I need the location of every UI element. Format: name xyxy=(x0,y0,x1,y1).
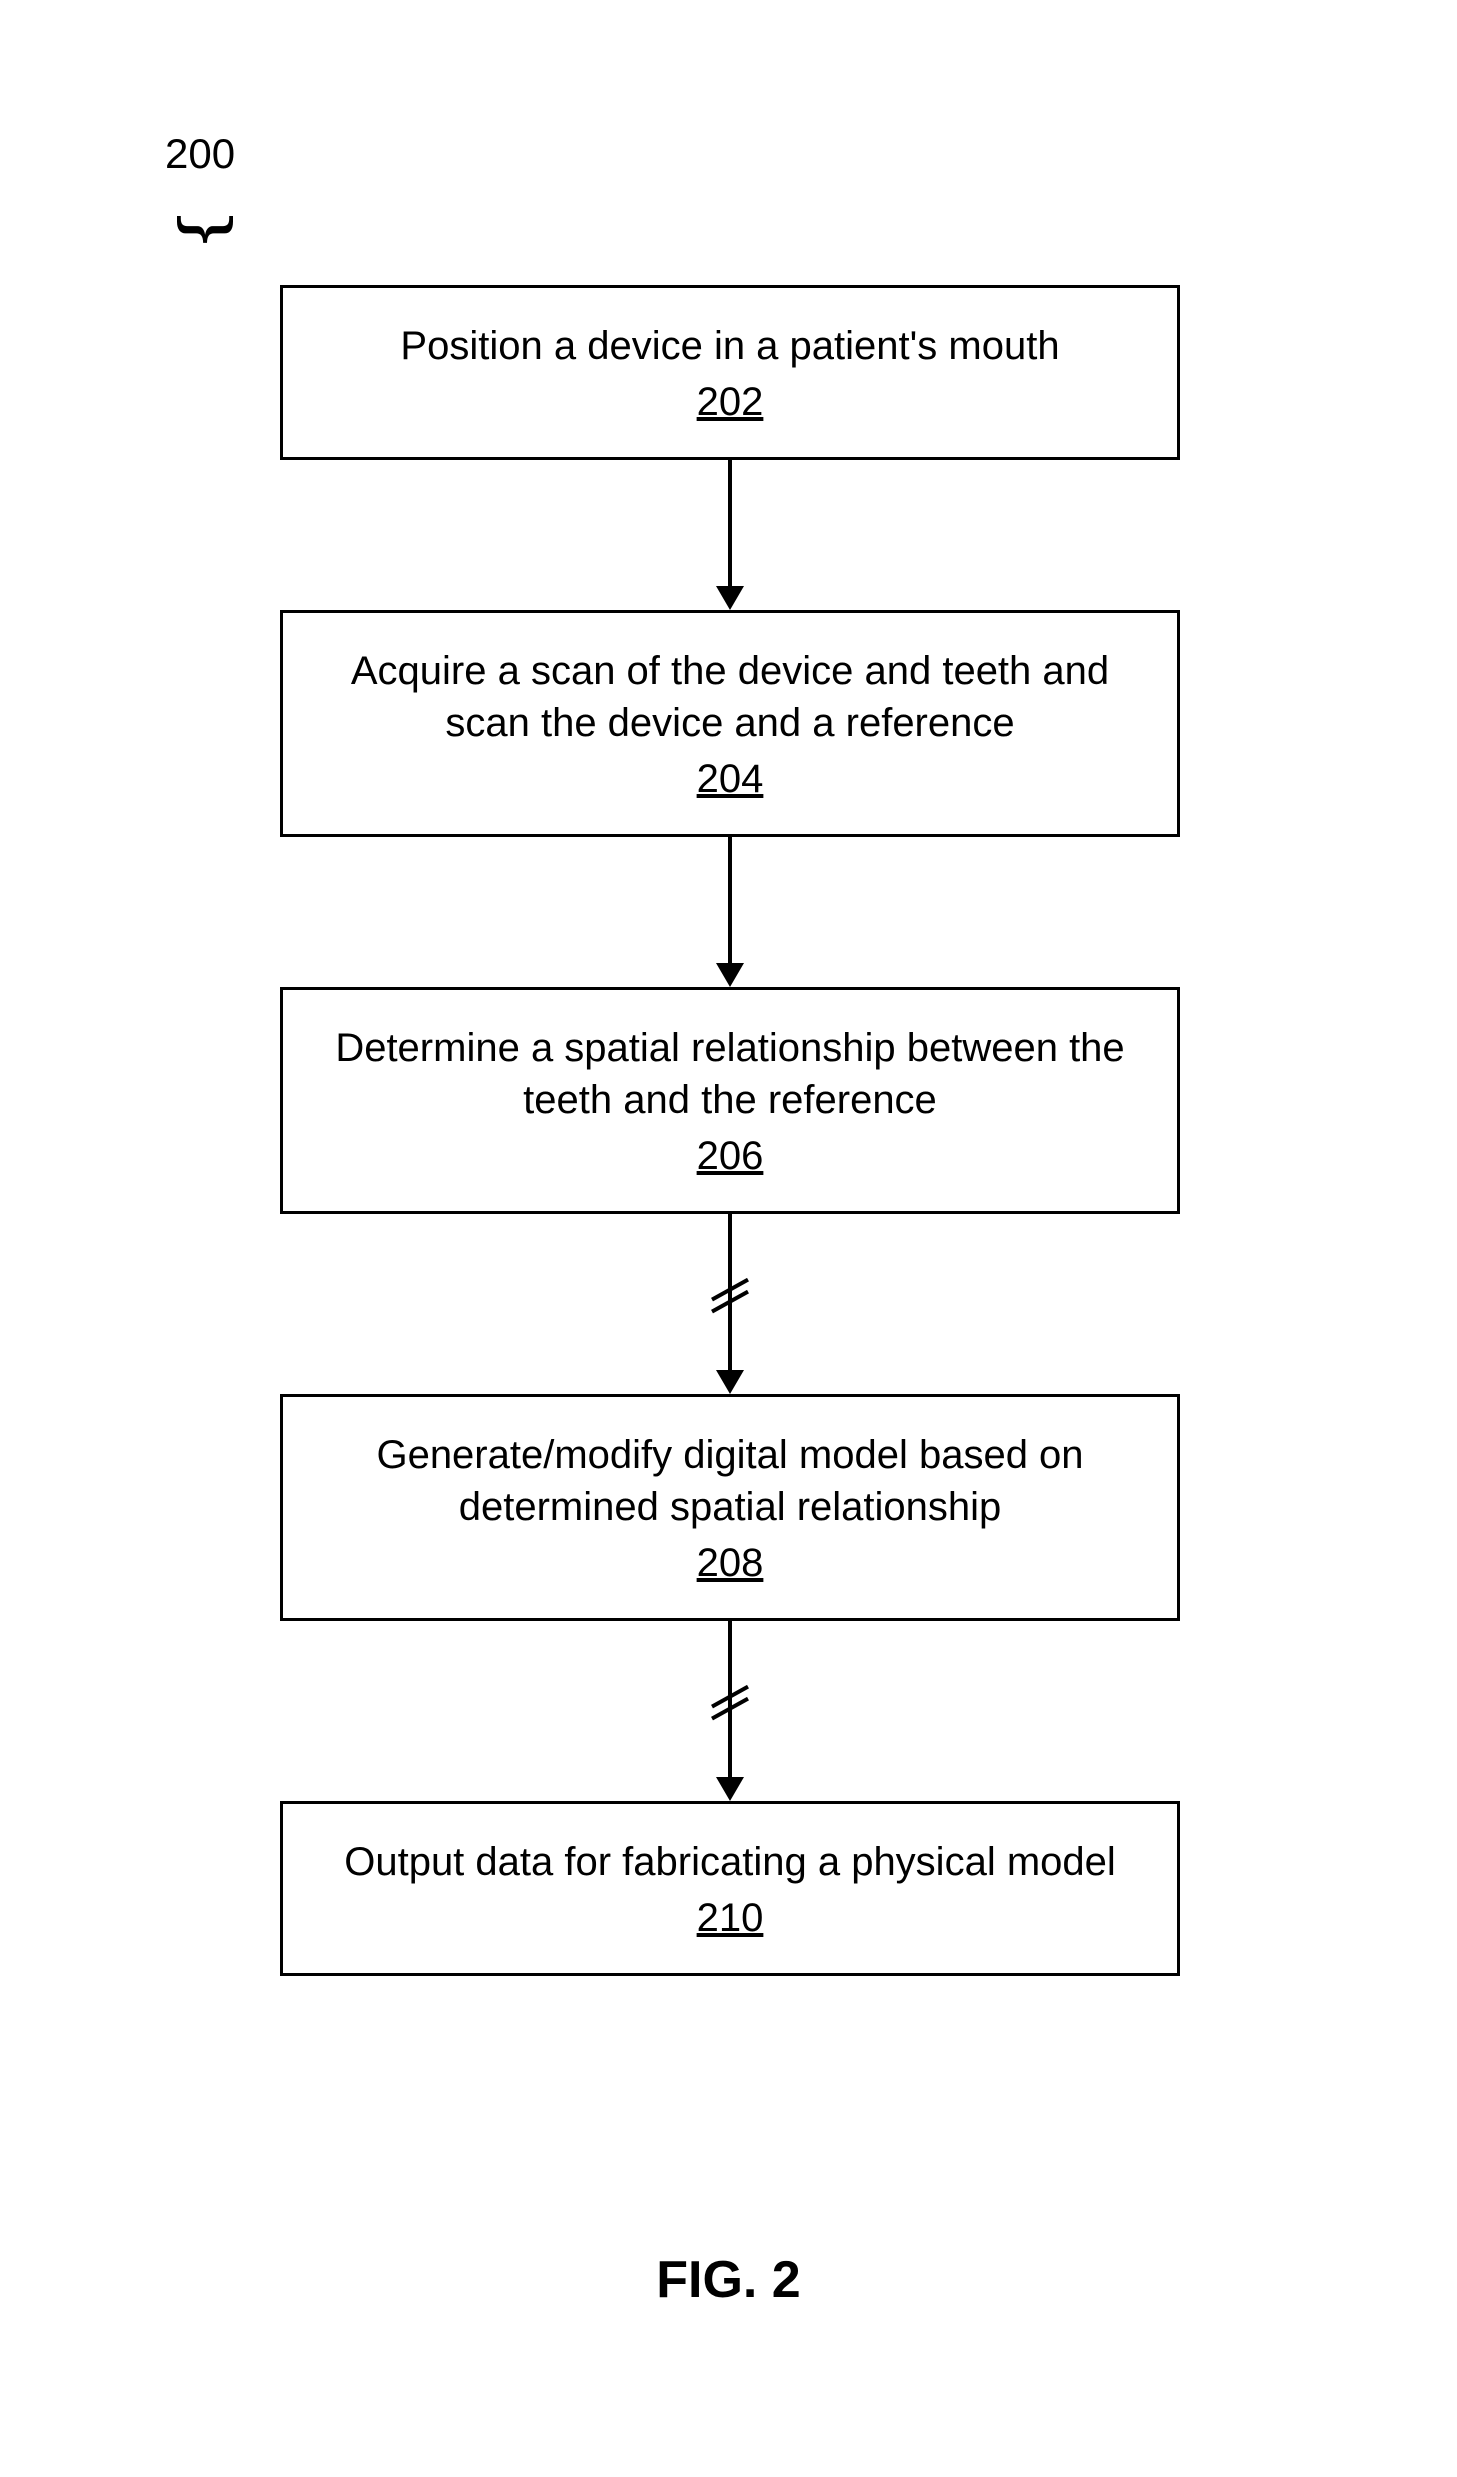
flow-step-number: 208 xyxy=(697,1541,764,1586)
flow-step: Position a device in a patient's mouth 20… xyxy=(280,285,1180,460)
flow-step-number: 210 xyxy=(697,1896,764,1941)
flow-step: Determine a spatial relationship between… xyxy=(280,987,1180,1214)
figure-reference-label: 200 xyxy=(165,130,235,178)
flow-step-number: 204 xyxy=(697,757,764,802)
brace-icon: } xyxy=(176,214,245,244)
flow-step-text: Acquire a scan of the device and teeth a… xyxy=(323,645,1137,749)
flow-step-text: Determine a spatial relationship between… xyxy=(323,1022,1137,1126)
flow-step: Generate/modify digital model based on d… xyxy=(280,1394,1180,1621)
flow-step-text: Generate/modify digital model based on d… xyxy=(323,1429,1137,1533)
flow-step-number: 206 xyxy=(697,1134,764,1179)
flow-step-text: Output data for fabricating a physical m… xyxy=(344,1836,1116,1888)
flow-arrow xyxy=(280,1214,1180,1394)
flow-step-number: 202 xyxy=(697,380,764,425)
flow-step: Acquire a scan of the device and teeth a… xyxy=(280,610,1180,837)
figure-title: FIG. 2 xyxy=(656,2250,800,2310)
flow-arrow xyxy=(280,1621,1180,1801)
flow-arrow xyxy=(280,837,1180,987)
flow-step-text: Position a device in a patient's mouth xyxy=(400,320,1059,372)
flow-step: Output data for fabricating a physical m… xyxy=(280,1801,1180,1976)
flowchart: Position a device in a patient's mouth 20… xyxy=(280,285,1180,1976)
flow-arrow xyxy=(280,460,1180,610)
